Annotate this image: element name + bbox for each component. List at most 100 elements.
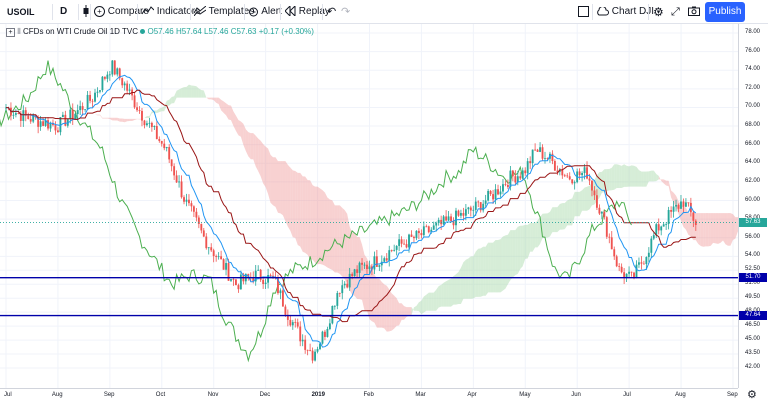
price-axis-tick-label: 56.00 <box>745 233 761 240</box>
candle-body <box>47 120 49 129</box>
candle-body <box>595 195 598 208</box>
settings-gear-icon[interactable]: ⚙ <box>653 5 664 19</box>
fullscreen-square-icon[interactable] <box>578 0 589 24</box>
toolbar-divider <box>648 4 649 20</box>
ichimoku-cloud-segment <box>184 86 187 98</box>
ichimoku-cloud-segment <box>428 292 432 311</box>
legend-close: C57.63 <box>230 27 257 36</box>
chart-plot-area[interactable] <box>0 24 738 388</box>
ichimoku-cloud-segment <box>226 103 229 120</box>
candle-body <box>647 252 650 258</box>
ichimoku-cloud-segment <box>366 258 370 320</box>
alert-button[interactable]: Alert <box>248 0 282 24</box>
ichimoku-cloud-segment <box>203 90 207 98</box>
candle-body <box>477 201 480 203</box>
candle-body <box>56 130 59 133</box>
indicators-label: Indicators <box>156 6 201 17</box>
ichimoku-cloud-segment <box>549 207 553 237</box>
ichimoku-cloud-segment <box>641 171 644 187</box>
indicators-button[interactable]: Indicators <box>142 0 200 24</box>
ichimoku-cloud-segment <box>453 274 456 305</box>
ichimoku-cloud-segment <box>146 116 150 118</box>
candle-body <box>153 126 156 128</box>
price-axis-tick-label: 78.00 <box>745 29 761 35</box>
candle-body <box>605 217 608 237</box>
candle-body <box>467 207 470 210</box>
time-axis-tick-label: Sep <box>727 392 738 398</box>
candle-body <box>343 283 346 286</box>
candle-body <box>529 161 532 164</box>
candle-body <box>316 349 319 352</box>
candle-body <box>79 106 82 111</box>
undo-icon[interactable]: ↶ <box>327 6 337 18</box>
compare-button[interactable]: + Compare <box>94 0 149 24</box>
plus-circle-icon: + <box>94 5 105 17</box>
ichimoku-cloud-segment <box>544 213 548 238</box>
ichimoku-cloud-segment <box>394 295 397 329</box>
candle-body <box>138 110 141 112</box>
candle-body <box>655 224 658 236</box>
ichimoku-cloud-segment <box>436 286 439 311</box>
ichimoku-cloud-segment <box>718 213 721 244</box>
ichimoku-cloud-segment <box>609 167 612 191</box>
ichimoku-cloud-segment <box>517 225 521 274</box>
ichimoku-cloud-segment <box>478 248 481 297</box>
candle-body <box>464 209 467 216</box>
ichimoku-cloud-segment <box>329 199 333 270</box>
ichimoku-cloud-segment <box>201 89 204 98</box>
time-axis[interactable]: Jul Aug Sep Oct Nov Dec 2019 Feb Mar Apr May Jun Jul… <box>0 388 738 402</box>
ichimoku-cloud-segment <box>238 119 241 137</box>
candle-style-icon[interactable] <box>82 0 90 24</box>
candle-body <box>482 203 485 211</box>
price-axis-tick-label: 70.00 <box>745 103 761 110</box>
ichimoku-cloud-segment <box>312 185 316 263</box>
candle-body <box>116 68 119 75</box>
candle-body <box>12 114 15 116</box>
collapse-legend-icon[interactable]: + <box>6 28 15 37</box>
candle-body <box>121 78 124 86</box>
candle-body <box>207 247 210 249</box>
ichimoku-cloud-segment <box>270 154 274 206</box>
candle-body <box>694 220 697 226</box>
candle-body <box>430 229 433 233</box>
ichimoku-cloud-segment <box>166 99 170 106</box>
candle-body <box>341 285 344 294</box>
ichimoku-cloud-segment <box>631 165 635 187</box>
time-axis-tick-label: Aug <box>675 392 686 398</box>
interval-button[interactable]: D <box>60 6 68 17</box>
time-axis-tick-label: 2019 <box>311 392 325 398</box>
candle-body <box>311 350 314 361</box>
ichimoku-cloud-segment <box>451 276 454 307</box>
layout-menu-button[interactable]: Chart DJI ▾ <box>596 0 660 24</box>
redo-icon[interactable]: ↷ <box>341 6 351 18</box>
candle-body <box>645 257 648 264</box>
ichimoku-cloud-segment <box>488 242 491 293</box>
candle-body <box>405 244 408 248</box>
ichimoku-cloud-segment <box>688 213 691 237</box>
templates-button[interactable]: Templates <box>194 0 254 24</box>
candle-body <box>326 329 329 337</box>
price-axis-tick-label: 51.00 <box>745 280 761 287</box>
candle-body <box>551 153 554 162</box>
horizontal-line-price-badge: 47.64 <box>739 311 767 321</box>
chart-settings-gear-icon[interactable]: ⚙ <box>747 389 757 401</box>
symbol-search-input[interactable]: USOIL <box>7 7 35 17</box>
ichimoku-cloud-segment <box>510 230 513 281</box>
candle-body <box>447 216 450 221</box>
camera-icon[interactable] <box>688 0 700 24</box>
price-axis-tick-label: 45.00 <box>745 336 761 343</box>
candle-body <box>633 272 635 278</box>
legend-interval: 1D <box>109 27 120 36</box>
replay-button[interactable]: Replay <box>285 0 330 24</box>
ichimoku-cloud-segment <box>384 284 387 332</box>
fullscreen-icon[interactable]: ⤢ <box>671 6 680 18</box>
candle-body <box>76 110 79 115</box>
toolbar-divider <box>52 4 53 20</box>
candle-body <box>158 139 161 141</box>
candle-body <box>479 202 482 211</box>
price-axis[interactable]: 78.00 76.00 74.00 72.00 70.00 68.00 66.00 64.00… <box>738 24 768 388</box>
publish-button[interactable]: Publish <box>705 2 745 22</box>
price-axis-tick-label: 66.00 <box>745 140 761 147</box>
templates-icon <box>194 6 206 17</box>
candle-body <box>170 159 173 167</box>
